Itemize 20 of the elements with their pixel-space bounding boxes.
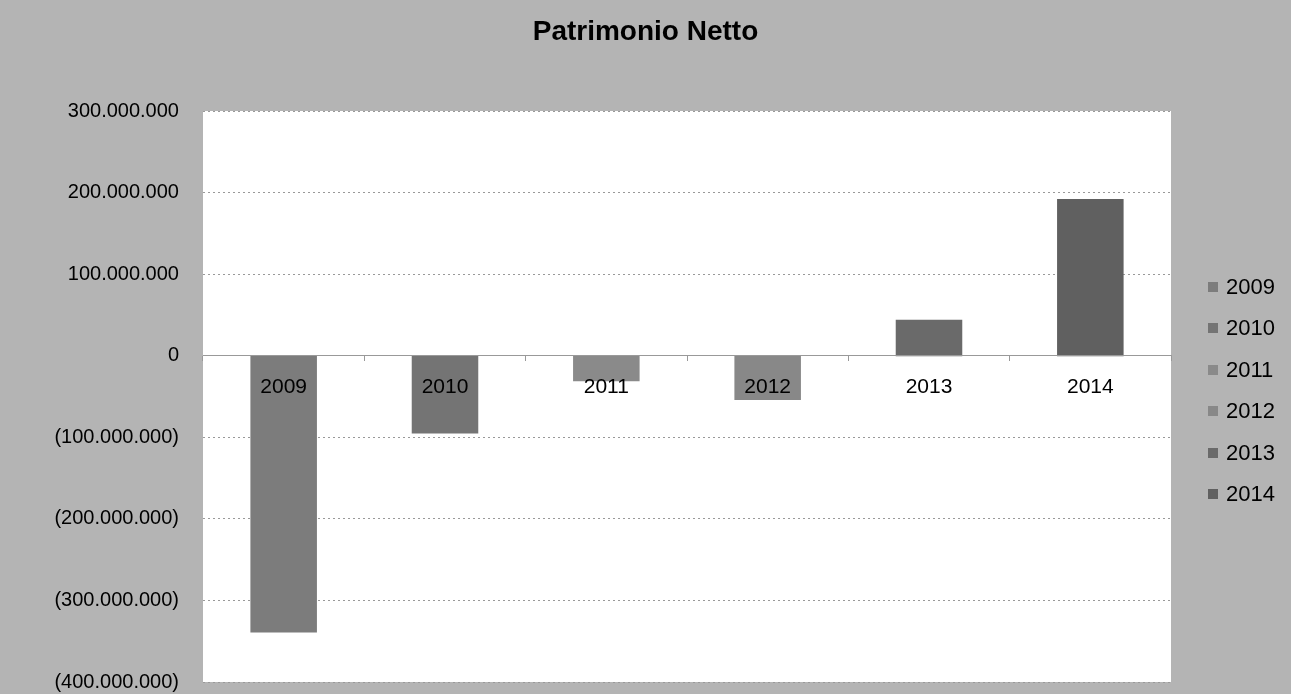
legend-label: 2010 xyxy=(1226,315,1275,341)
x-tick-label: 2011 xyxy=(583,374,629,398)
y-tick-label: 300.000.000 xyxy=(67,98,179,121)
y-tick-label: (200.000.000) xyxy=(54,506,179,529)
legend-label: 2012 xyxy=(1226,398,1275,424)
x-tick-label: 2012 xyxy=(744,374,792,398)
legend-label: 2013 xyxy=(1226,440,1275,466)
x-tick-label: 2013 xyxy=(905,374,953,398)
y-tick-label: (100.000.000) xyxy=(54,424,179,447)
y-tick-label: 100.000.000 xyxy=(67,261,179,284)
y-tick-label: 200.000.000 xyxy=(67,180,179,203)
x-tick-label: 2010 xyxy=(421,374,469,398)
x-tick-label: 2014 xyxy=(1066,374,1115,398)
y-tick-label: (300.000.000) xyxy=(54,587,179,610)
y-tick-label: (400.000.000) xyxy=(54,669,179,692)
legend-label: 2014 xyxy=(1226,481,1275,507)
chart-title: Patrimonio Netto xyxy=(532,14,759,46)
legend-label: 2009 xyxy=(1226,274,1275,300)
y-tick-label: 0 xyxy=(167,343,179,366)
x-tick-label: 2009 xyxy=(260,374,308,398)
